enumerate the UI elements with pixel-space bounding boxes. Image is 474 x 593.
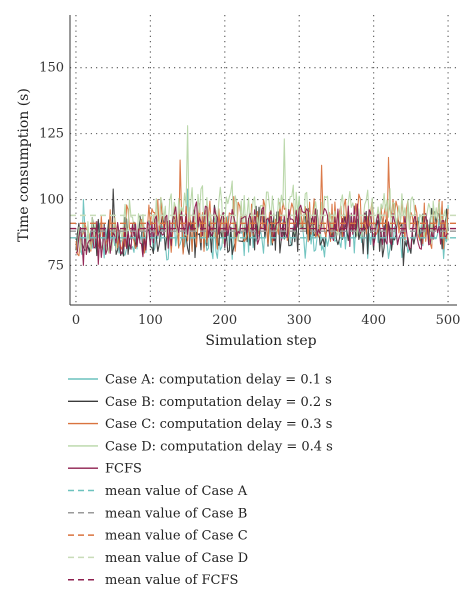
legend-label: mean value of Case C	[105, 529, 248, 544]
x-tick-label: 0	[72, 313, 80, 328]
legend-label: mean value of Case A	[105, 484, 248, 499]
y-tick-label: 125	[39, 127, 64, 142]
legend-label: Case D: computation delay = 0.4 s	[105, 439, 333, 454]
legend-item: mean value of Case D	[68, 551, 248, 566]
y-tick-label: 100	[39, 193, 64, 208]
legend-item: mean value of Case A	[68, 484, 248, 499]
x-tick-label: 400	[361, 313, 386, 328]
x-tick-label: 200	[212, 313, 237, 328]
legend-item: mean value of Case C	[68, 529, 248, 544]
legend: Case A: computation delay = 0.1 s Case B:…	[68, 373, 333, 588]
grid	[70, 15, 457, 305]
x-tick-label: 300	[287, 313, 312, 328]
series-line	[75, 125, 449, 256]
legend-label: mean value of FCFS	[105, 573, 238, 588]
y-axis-title: Time consumption (s)	[16, 88, 32, 242]
legend-item: FCFS	[68, 462, 142, 477]
x-tick-label: 500	[436, 313, 461, 328]
x-tick-label: 100	[138, 313, 163, 328]
legend-label: mean value of Case D	[105, 551, 248, 566]
y-tick-label: 75	[47, 258, 64, 273]
legend-item: Case B: computation delay = 0.2 s	[68, 395, 332, 410]
legend-label: Case A: computation delay = 0.1 s	[105, 373, 332, 388]
series-line	[75, 201, 449, 266]
legend-label: FCFS	[105, 462, 142, 477]
legend-item: Case C: computation delay = 0.3 s	[68, 417, 332, 432]
y-tick-label: 150	[39, 61, 64, 76]
axes	[69, 15, 457, 306]
legend-item: Case A: computation delay = 0.1 s	[68, 373, 332, 388]
legend-item: Case D: computation delay = 0.4 s	[68, 439, 333, 454]
tick-labels: 0 100 200 300 400 500 75 100 125 150	[39, 61, 460, 328]
legend-item: mean value of Case B	[68, 506, 247, 521]
legend-item: mean value of FCFS	[68, 573, 238, 588]
plot-area	[70, 125, 457, 267]
legend-label: Case B: computation delay = 0.2 s	[105, 395, 332, 410]
legend-label: Case C: computation delay = 0.3 s	[105, 417, 332, 432]
legend-label: mean value of Case B	[105, 506, 247, 521]
x-axis-title: Simulation step	[205, 333, 316, 349]
